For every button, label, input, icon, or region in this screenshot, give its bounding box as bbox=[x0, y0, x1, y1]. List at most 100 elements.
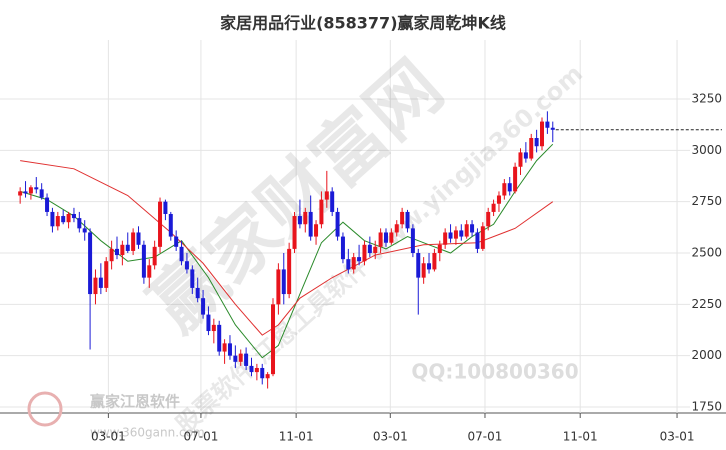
candle-body bbox=[163, 201, 168, 214]
candle-body bbox=[158, 201, 163, 247]
candle-body bbox=[523, 152, 528, 159]
candle-body bbox=[346, 259, 351, 270]
candle-body bbox=[120, 244, 125, 256]
candle-body bbox=[507, 183, 512, 192]
candle-body bbox=[448, 232, 453, 239]
candle-body bbox=[308, 211, 313, 237]
candle-body bbox=[475, 232, 480, 249]
candle-body bbox=[470, 224, 475, 233]
candle-body bbox=[190, 269, 195, 288]
candle-body bbox=[427, 263, 432, 270]
candle-body bbox=[491, 203, 496, 212]
y-tick-label: 2000 bbox=[691, 348, 722, 362]
candle-body bbox=[254, 367, 259, 373]
candle-body bbox=[459, 230, 464, 237]
y-tick-label: 1750 bbox=[691, 400, 722, 414]
candle-body bbox=[217, 324, 222, 352]
candle-body bbox=[131, 232, 136, 251]
candle-body bbox=[211, 324, 216, 332]
candle-body bbox=[184, 261, 189, 270]
candle-body bbox=[437, 244, 442, 253]
candle-body bbox=[82, 228, 87, 233]
candle-body bbox=[416, 253, 421, 278]
x-tick-label: 07-01 bbox=[183, 430, 218, 444]
candle-body bbox=[394, 224, 399, 233]
candle-body bbox=[513, 166, 518, 192]
x-tick-label: 03-01 bbox=[660, 430, 695, 444]
candle-body bbox=[260, 367, 265, 379]
candle-body bbox=[281, 269, 286, 295]
x-tick-label: 03-01 bbox=[91, 430, 126, 444]
candle-body bbox=[88, 232, 93, 295]
candle-body bbox=[496, 195, 501, 204]
candle-body bbox=[464, 224, 469, 237]
moving-average bbox=[20, 160, 554, 336]
candle-body bbox=[271, 304, 276, 375]
candle-body bbox=[93, 277, 98, 295]
candle-body bbox=[453, 230, 458, 239]
candle-body bbox=[168, 213, 173, 237]
y-tick-label: 3250 bbox=[691, 92, 722, 106]
candle-body bbox=[174, 236, 179, 247]
candle-body bbox=[383, 232, 388, 243]
candle-body bbox=[114, 248, 119, 256]
candle-body bbox=[357, 257, 362, 262]
candle-body bbox=[276, 269, 281, 305]
candle-body bbox=[222, 343, 227, 352]
candle-body bbox=[534, 138, 539, 147]
candle-body bbox=[335, 211, 340, 237]
candle-body bbox=[39, 189, 44, 198]
candle-body bbox=[389, 232, 394, 243]
candle-body bbox=[152, 246, 157, 266]
candle-body bbox=[104, 261, 109, 288]
x-tick-label: 11-01 bbox=[563, 430, 598, 444]
candle-body bbox=[486, 211, 491, 227]
candle-body bbox=[34, 187, 39, 190]
candle-body bbox=[179, 246, 184, 262]
watermark-logo: 赢家江恩软件 bbox=[90, 393, 180, 411]
candle-body bbox=[400, 211, 405, 225]
candle-body bbox=[410, 228, 415, 253]
y-tick-label: 2250 bbox=[691, 297, 722, 311]
candle-body bbox=[265, 374, 270, 379]
candle-body bbox=[66, 213, 71, 223]
candle-body bbox=[432, 253, 437, 270]
candle-body bbox=[249, 365, 254, 373]
candle-body bbox=[518, 152, 523, 167]
candle-body bbox=[50, 211, 55, 227]
y-tick-label: 2500 bbox=[691, 246, 722, 260]
x-tick-label: 07-01 bbox=[468, 430, 503, 444]
candle-body bbox=[480, 226, 485, 249]
candle-body bbox=[378, 232, 383, 247]
candle-body bbox=[23, 191, 28, 194]
candle-body bbox=[141, 244, 146, 278]
candle-body bbox=[77, 218, 82, 229]
candle-body bbox=[303, 211, 308, 225]
candle-body bbox=[362, 244, 367, 262]
candle-body bbox=[351, 257, 356, 270]
candle-body bbox=[206, 314, 211, 332]
candle-body bbox=[147, 265, 152, 278]
candle-body bbox=[28, 187, 33, 194]
x-tick-label: 03-01 bbox=[373, 430, 408, 444]
candle-body bbox=[98, 277, 103, 288]
logo-icon bbox=[27, 391, 63, 427]
candle-body bbox=[109, 248, 114, 262]
candle-body bbox=[545, 121, 550, 128]
candle-body bbox=[297, 216, 302, 225]
candle-body bbox=[125, 244, 130, 251]
candle-body bbox=[367, 244, 372, 253]
candle-body bbox=[227, 343, 232, 356]
candle-body bbox=[61, 216, 66, 223]
candle-body bbox=[529, 138, 534, 159]
chart-title: 家居用品行业(858377)赢家周乾坤K线 bbox=[220, 14, 506, 33]
candle-body bbox=[421, 263, 426, 278]
watermark-qq: QQ:100800360 bbox=[411, 360, 578, 384]
y-tick-label: 3000 bbox=[691, 143, 722, 157]
candle-body bbox=[18, 191, 23, 196]
candle-body bbox=[136, 232, 141, 245]
candle-body bbox=[373, 246, 378, 253]
candle-body bbox=[330, 191, 335, 212]
candle-body bbox=[195, 287, 200, 299]
